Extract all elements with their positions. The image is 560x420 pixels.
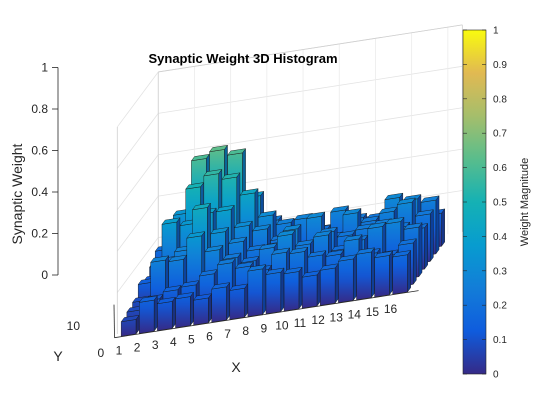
bar [392, 249, 412, 295]
x-tick-label: 13 [330, 310, 344, 324]
colorbar-tick-label: 0.5 [493, 198, 507, 209]
y-tick-label: 10 [67, 319, 81, 333]
y-axis-label: Y [53, 348, 63, 364]
bar [355, 247, 375, 301]
bar [120, 314, 140, 337]
x-tick-label: 6 [206, 330, 213, 344]
z-tick-label: 0 [41, 268, 48, 282]
bars [120, 144, 446, 337]
x-tick-label: 9 [260, 321, 267, 335]
x-tick-label: 1 [116, 343, 123, 357]
bar [283, 266, 303, 312]
x-tick-label: 7 [224, 327, 231, 341]
x-tick-label: 3 [152, 338, 159, 352]
x-tick-label: 2 [134, 341, 141, 355]
bar [247, 263, 267, 317]
x-tick-label: 5 [188, 332, 195, 346]
bar [319, 263, 339, 306]
x-tick-label: 16 [384, 302, 398, 316]
bar [337, 254, 357, 303]
x-tick-label: 15 [366, 305, 380, 319]
colorbar-tick-label: 0.4 [493, 232, 507, 243]
z-tick-label: 0.2 [31, 227, 48, 241]
bar [193, 293, 213, 326]
bar [156, 296, 176, 331]
z-axis-label: Synaptic Weight [9, 143, 25, 244]
x-tick-label: 10 [275, 319, 289, 333]
x-tick-label: 12 [311, 313, 325, 327]
chart-title: Synaptic Weight 3D Histogram [148, 51, 337, 66]
x-tick-label: 0 [98, 346, 105, 360]
colorbar-label: Weight Magnitude [519, 158, 531, 246]
x-tick-label: 14 [348, 308, 362, 322]
x-tick-label: 4 [170, 335, 177, 349]
colorbar-tick-label: 0.3 [493, 266, 507, 277]
colorbar-tick-label: 0 [493, 370, 499, 381]
bar [138, 295, 158, 334]
colorbar: 0 0.1 0.2 0.3 0.4 0.5 0.6 0.7 0.8 0.9 1 Weight Mag… [462, 26, 531, 381]
x-axis-label: X [231, 359, 241, 375]
colorbar-tick-label: 1 [493, 26, 499, 37]
z-tick-label: 0.4 [31, 185, 48, 199]
z-tick-label: 0.8 [31, 102, 48, 116]
bar [265, 267, 285, 315]
bar [211, 281, 231, 323]
bar [229, 283, 249, 320]
z-tick-label: 0.6 [31, 144, 48, 158]
colorbar-tick-label: 0.2 [493, 301, 507, 312]
bar [374, 250, 394, 298]
z-tick-label: 1 [41, 61, 48, 75]
colorbar-tick-label: 0.1 [493, 335, 507, 346]
colorbar-tick-label: 0.9 [493, 60, 507, 71]
x-tick-label: 8 [242, 324, 249, 338]
colorbar-tick-label: 0.6 [493, 163, 507, 174]
x-tick-label: 11 [294, 316, 307, 330]
bar [301, 269, 321, 309]
colorbar-ticks: 0 0.1 0.2 0.3 0.4 0.5 0.6 0.7 0.8 0.9 1 [463, 26, 507, 381]
colorbar-tick-label: 0.7 [493, 129, 507, 140]
bar [174, 291, 194, 329]
colorbar-tick-label: 0.8 [493, 94, 507, 105]
